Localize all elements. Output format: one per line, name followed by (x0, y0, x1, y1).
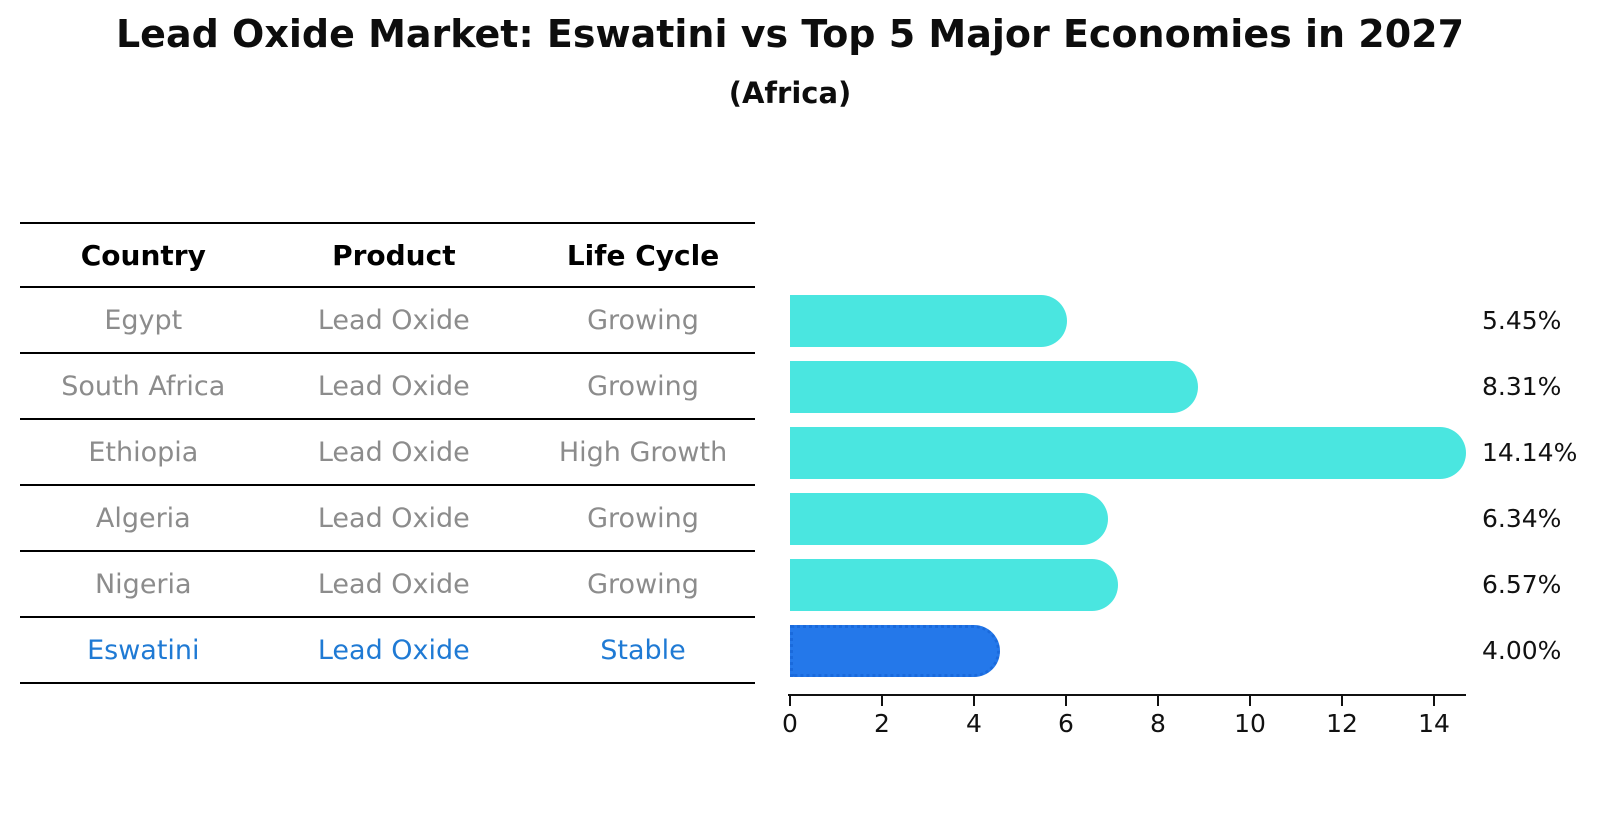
table-row-algeria: Algeria Lead Oxide Growing (20, 486, 755, 552)
bar-value-label-eswatini: 4.00% (1482, 636, 1562, 665)
chart-subtitle: (Africa) (728, 76, 852, 110)
x-tick-label: 14 (1418, 709, 1450, 738)
cell-country: Egypt (104, 304, 183, 336)
table-body: Egypt Lead Oxide Growing South Africa Lead O… (20, 288, 755, 684)
bar-value-label-ethiopia: 14.14% (1482, 438, 1578, 467)
cell-life-cycle: Growing (587, 502, 699, 534)
x-tick (1157, 696, 1159, 706)
bar-ethiopia (790, 427, 1467, 479)
x-tick (789, 696, 791, 706)
bar-value-label-south-africa: 8.31% (1482, 372, 1562, 401)
cell-life-cycle: Stable (600, 634, 686, 666)
x-tick-label: 4 (966, 709, 982, 738)
bar-value-label-algeria: 6.34% (1482, 504, 1562, 533)
x-tick (1341, 696, 1343, 706)
table-row-eswatini: Eswatini Lead Oxide Stable (20, 618, 755, 684)
table-header-country: Country (80, 238, 206, 272)
x-tick (881, 696, 883, 706)
x-tick-label: 10 (1234, 709, 1266, 738)
x-tick (973, 696, 975, 706)
table-header-row: Country Product Life Cycle (20, 222, 755, 288)
cell-life-cycle: High Growth (558, 436, 728, 468)
cell-product: Lead Oxide (317, 502, 470, 534)
bar-eswatini (790, 625, 1000, 677)
bar-value-label-egypt: 5.45% (1482, 306, 1562, 335)
chart-title: Lead Oxide Market: Eswatini vs Top 5 Maj… (115, 12, 1465, 56)
cell-country: South Africa (61, 370, 226, 402)
cell-product: Lead Oxide (317, 568, 470, 600)
bar-algeria (790, 493, 1108, 545)
cell-life-cycle: Growing (587, 568, 699, 600)
cell-product: Lead Oxide (317, 304, 470, 336)
cell-life-cycle: Growing (587, 370, 699, 402)
table-header-product: Product (332, 238, 456, 272)
table-row-nigeria: Nigeria Lead Oxide Growing (20, 552, 755, 618)
bar-value-label-nigeria: 6.57% (1482, 570, 1562, 599)
table-row-ethiopia: Ethiopia Lead Oxide High Growth (20, 420, 755, 486)
cell-product: Lead Oxide (317, 436, 470, 468)
cell-country: Eswatini (87, 634, 200, 666)
x-axis-line (788, 694, 1466, 696)
cell-product: Lead Oxide (317, 370, 470, 402)
table-row-egypt: Egypt Lead Oxide Growing (20, 288, 755, 354)
cell-country: Ethiopia (88, 436, 199, 468)
table-header-life-cycle: Life Cycle (566, 238, 720, 272)
x-tick-label: 2 (874, 709, 890, 738)
x-tick (1065, 696, 1067, 706)
cell-life-cycle: Growing (587, 304, 699, 336)
cell-product: Lead Oxide (317, 634, 470, 666)
bar-south-africa (790, 361, 1199, 413)
bar-egypt (790, 295, 1067, 347)
country-table: Country Product Life Cycle Egypt Lead Oxi… (20, 222, 755, 684)
x-tick-label: 8 (1150, 709, 1166, 738)
x-tick (1249, 696, 1251, 706)
x-tick-label: 6 (1058, 709, 1074, 738)
x-tick (1433, 696, 1435, 706)
cell-country: Algeria (95, 502, 191, 534)
table-row-south-africa: South Africa Lead Oxide Growing (20, 354, 755, 420)
bar-nigeria (790, 559, 1119, 611)
x-tick-label: 0 (782, 709, 798, 738)
cell-country: Nigeria (94, 568, 192, 600)
x-tick-label: 12 (1326, 709, 1358, 738)
